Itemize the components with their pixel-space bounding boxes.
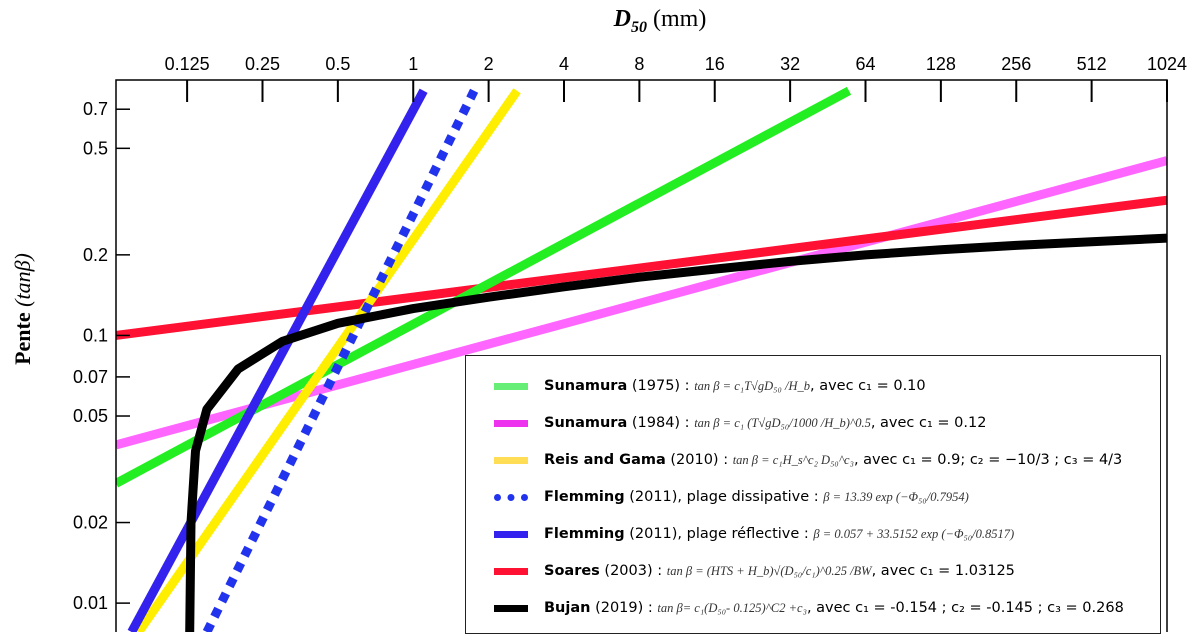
x-axis-symbol: D bbox=[613, 6, 631, 32]
x-tick-label: 0.125 bbox=[165, 54, 210, 74]
series-line-1 bbox=[116, 156, 1167, 450]
legend-name: Sunamura bbox=[544, 415, 628, 431]
x-axis-unit: (mm) bbox=[653, 6, 707, 32]
series-line-4 bbox=[127, 88, 428, 632]
plot-frame bbox=[115, 79, 1168, 632]
legend-swatch bbox=[494, 493, 528, 501]
legend-name: Soares bbox=[544, 563, 600, 579]
legend-swatch bbox=[494, 456, 528, 464]
x-tick-label: 256 bbox=[1001, 54, 1031, 74]
x-tick-label: 2 bbox=[484, 54, 494, 74]
legend-year: (2011), plage réflective : bbox=[629, 526, 809, 542]
legend-name: Flemming bbox=[544, 489, 625, 505]
tick-layer: 0.125 0.25 0.5 1 2 4 8 16 32 64 128 256 512 1024 0.01 0… bbox=[73, 54, 1187, 613]
y-tick-label: 0.2 bbox=[83, 245, 108, 265]
legend-equation: tan β = c₁ (T√gD₅₀/1000 /H_b)^0.5 bbox=[694, 416, 871, 430]
series-line-6 bbox=[185, 233, 1167, 632]
y-tick-label: 0.02 bbox=[73, 513, 108, 533]
legend-swatch bbox=[494, 604, 528, 612]
series-line-5 bbox=[116, 195, 1167, 340]
legend-year: (2011), plage dissipative : bbox=[629, 489, 819, 505]
legend-swatch bbox=[494, 530, 528, 538]
series-layer bbox=[116, 86, 1167, 632]
legend-year: (1984) : bbox=[631, 415, 690, 431]
y-tick-label: 0.5 bbox=[83, 138, 108, 158]
legend-year: (2010) : bbox=[670, 452, 729, 468]
y-tick-label: 0.01 bbox=[73, 593, 108, 613]
legend-year: (2003) : bbox=[604, 563, 663, 579]
x-tick-label: 64 bbox=[855, 54, 875, 74]
legend-equation: tan β = (HTS + H_b)√(D₅₀/c₁)^0.25 /BW bbox=[666, 564, 872, 578]
x-tick-label: 512 bbox=[1077, 54, 1107, 74]
y-axis-label-var: (tanβ) bbox=[10, 253, 35, 307]
x-tick-label: 1024 bbox=[1147, 54, 1187, 74]
x-tick-label: 8 bbox=[634, 54, 644, 74]
y-tick-label: 0.1 bbox=[83, 325, 108, 345]
x-tick-label: 1 bbox=[408, 54, 418, 74]
x-tick-label: 16 bbox=[705, 54, 725, 74]
legend-year: (2019) : bbox=[595, 600, 653, 616]
legend-note: , avec c₁ = 0.9; c₂ = −10/3 ; c₃ = 4/3 bbox=[853, 452, 1123, 468]
x-tick-label: 4 bbox=[559, 54, 569, 74]
legend-note: , avec c₁ = 0.12 bbox=[870, 415, 987, 431]
x-tick-label: 128 bbox=[926, 54, 956, 74]
legend-equation: β = 13.39 exp (−Φ₅₀/0.7954) bbox=[823, 490, 969, 504]
legend-year: (1975) : bbox=[631, 378, 690, 394]
legend-name: Sunamura bbox=[544, 378, 628, 394]
legend-equation: tan β= c₁(D₅₀- 0.125)^C2 +c₃ bbox=[657, 601, 807, 615]
x-tick-label: 32 bbox=[780, 54, 800, 74]
y-axis-label-main: Pente bbox=[10, 312, 35, 365]
y-axis-label: Pente (tanβ) bbox=[10, 204, 36, 414]
y-tick-label: 0.07 bbox=[73, 367, 108, 387]
legend-equation: tan β = c₁T√gD₅₀ /H_b bbox=[694, 379, 810, 393]
x-tick-label: 0.25 bbox=[245, 54, 280, 74]
legend-name: Flemming bbox=[544, 526, 625, 542]
x-axis-label: D50 (mm) bbox=[560, 6, 760, 37]
series-line-2 bbox=[134, 88, 521, 632]
y-tick-label: 0.7 bbox=[83, 99, 108, 119]
legend-note: , avec c₁ = -0.154 ; c₂ = -0.145 ; c₃ = … bbox=[806, 600, 1124, 616]
series-line-0 bbox=[116, 86, 852, 488]
legend-swatch bbox=[494, 382, 528, 390]
y-tick-label: 0.05 bbox=[73, 406, 108, 426]
x-tick-label: 0.5 bbox=[325, 54, 350, 74]
legend-equation: tan β = c₁H_s^c₂ D₅₀^c₃ bbox=[732, 453, 854, 467]
legend-name: Reis and Gama bbox=[544, 452, 666, 468]
x-axis-subscript: 50 bbox=[631, 18, 647, 36]
legend-note: , avec c₁ = 1.03125 bbox=[871, 563, 1015, 579]
legend-swatch bbox=[494, 419, 528, 427]
legend-note: , avec c₁ = 0.10 bbox=[810, 378, 926, 394]
legend-equation: β = 0.057 + 33.5152 exp (−Φ₅₀/0.8517) bbox=[813, 527, 1015, 541]
legend: Sunamura (1975) : tan β = c₁T√gD₅₀ /H_b,… bbox=[465, 355, 1161, 634]
legend-swatch bbox=[494, 567, 528, 575]
legend-name: Bujan bbox=[544, 600, 591, 616]
